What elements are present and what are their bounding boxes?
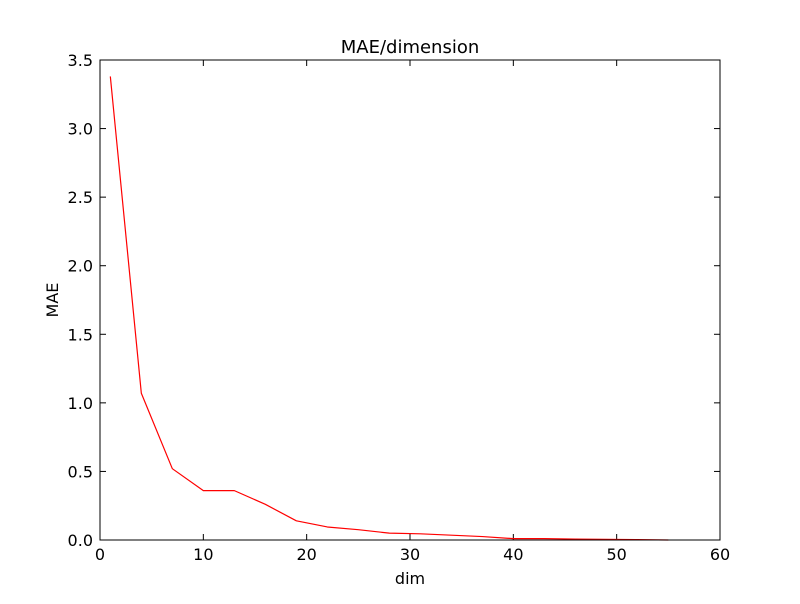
y-tick-label: 1.5 <box>68 325 93 344</box>
x-axis-title: dim <box>395 569 425 588</box>
y-tick-label: 0.0 <box>68 531 93 550</box>
y-tick-label: 3.0 <box>68 120 93 139</box>
x-tick-label: 10 <box>193 545 213 564</box>
x-tick-label: 20 <box>296 545 316 564</box>
series-layer <box>109 76 669 541</box>
x-tick-label: 50 <box>606 545 626 564</box>
x-tick-label: 40 <box>503 545 523 564</box>
chart-title: MAE/dimension <box>341 37 480 58</box>
y-axis-title: MAE <box>43 283 62 318</box>
ticks-layer: 0 10 20 30 40 50 60 0.0 0.5 1.0 1.5 2.0 2.5 3.0 3.5 <box>68 51 731 564</box>
plot-frame <box>99 59 721 541</box>
y-tick-label: 2.0 <box>68 257 93 276</box>
y-tick-label: 3.5 <box>68 51 93 70</box>
y-tick-label: 2.5 <box>68 188 93 207</box>
x-tick-label: 30 <box>400 545 420 564</box>
series-line <box>109 76 669 541</box>
y-tick-label: 0.5 <box>68 462 93 481</box>
y-tick-label: 1.0 <box>68 394 93 413</box>
x-tick-label: 60 <box>710 545 730 564</box>
x-tick-label: 0 <box>95 545 105 564</box>
